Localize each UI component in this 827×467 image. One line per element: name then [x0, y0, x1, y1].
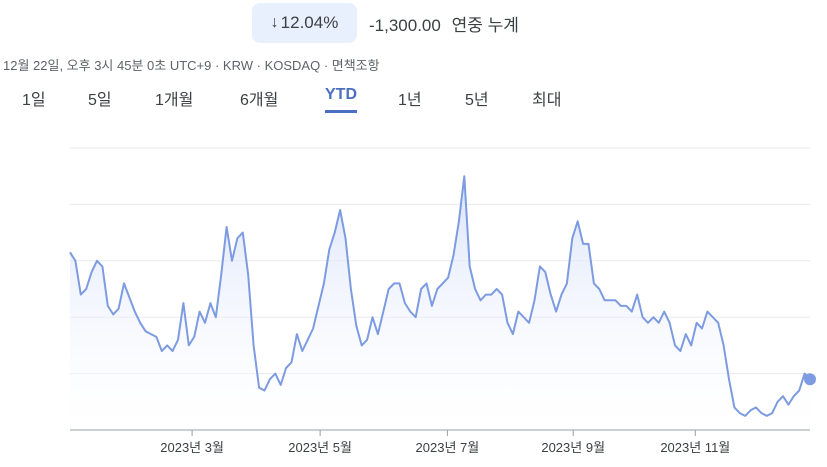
change-absolute-value: -1,300.00 [369, 16, 441, 35]
tab-max[interactable]: 최대 [532, 92, 562, 109]
change-period-label: 연중 누계 [451, 16, 519, 35]
x-axis-tick-label: 2023년 3월 [160, 440, 224, 455]
tab-5d[interactable]: 5일 [88, 92, 112, 109]
x-axis-tick-label: 2023년 11월 [660, 440, 730, 455]
change-percent-badge: ↓ 12.04% [252, 3, 357, 43]
x-axis-ticks: 2023년 3월 2023년 5월 2023년 7월 2023년 9월 2023년 11… [160, 430, 730, 455]
price-line [69, 175, 811, 417]
x-axis-tick-label: 2023년 9월 [541, 440, 605, 455]
time-range-tabs: 1일 5일 1개월 6개월 YTD 1년 5년 최대 [0, 86, 827, 118]
tab-6m[interactable]: 6개월 [240, 92, 279, 109]
current-price-marker[interactable] [804, 373, 816, 386]
tab-5y[interactable]: 5년 [465, 92, 489, 109]
x-axis-tick-label: 2023년 5월 [288, 440, 352, 455]
tab-1d[interactable]: 1일 [22, 92, 46, 109]
quote-meta-line: 12월 22일, 오후 3시 45분 0초 UTC+9 · KRW · KOSD… [3, 58, 380, 73]
tab-1m[interactable]: 1개월 [155, 92, 194, 109]
change-absolute: -1,300.00 연중 누계 [369, 11, 519, 36]
price-chart[interactable]: 2023년 3월 2023년 5월 2023년 7월 2023년 9월 2023년 11… [0, 140, 827, 467]
arrow-down-icon: ↓ [270, 14, 279, 31]
tab-ytd[interactable]: YTD [325, 86, 357, 113]
price-area-fill [70, 176, 810, 430]
change-percent-value: 12.04% [280, 13, 339, 32]
x-axis-tick-label: 2023년 7월 [416, 440, 480, 455]
tab-1y[interactable]: 1년 [398, 92, 422, 109]
